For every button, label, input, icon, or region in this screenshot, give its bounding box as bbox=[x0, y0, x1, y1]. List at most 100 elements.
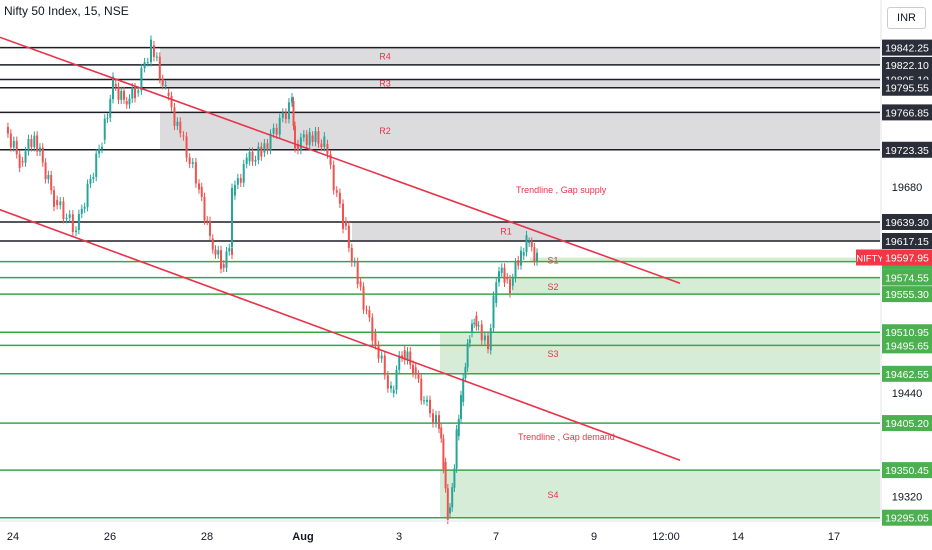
candle-body bbox=[323, 136, 326, 147]
candle-body bbox=[284, 112, 287, 120]
candle-body bbox=[302, 134, 305, 138]
candle-body bbox=[344, 221, 347, 226]
candle-body bbox=[477, 325, 480, 327]
candle-body bbox=[214, 249, 217, 255]
resistance-zone-r3 bbox=[160, 79, 880, 88]
candle-body bbox=[287, 102, 290, 120]
level-price-label: 19822.10 bbox=[885, 60, 929, 72]
candle-body bbox=[170, 96, 173, 108]
candle-body bbox=[320, 143, 323, 147]
candle-body bbox=[203, 196, 206, 221]
candle-body bbox=[112, 76, 114, 100]
candle-body bbox=[123, 90, 125, 100]
candle-body bbox=[457, 419, 460, 437]
zone-label-s4: S4 bbox=[547, 490, 558, 500]
candle-body bbox=[56, 199, 59, 206]
level-price-label: 19462.55 bbox=[885, 369, 929, 381]
candle-body bbox=[231, 248, 233, 255]
candle-body bbox=[68, 214, 71, 218]
candle-body bbox=[245, 157, 248, 165]
candle-body bbox=[296, 144, 299, 151]
candle-body bbox=[281, 112, 284, 118]
candle-body bbox=[15, 140, 18, 155]
candle-body bbox=[80, 208, 83, 214]
candle-body bbox=[188, 157, 191, 164]
level-price-label: 19842.25 bbox=[885, 43, 929, 55]
candle-body bbox=[176, 121, 179, 126]
level-price-label: 19405.20 bbox=[885, 418, 929, 430]
candle-body bbox=[423, 400, 425, 402]
x-tick-label: Aug bbox=[292, 531, 313, 543]
candle-body bbox=[440, 427, 443, 439]
candle-body bbox=[509, 279, 511, 294]
candle-body bbox=[98, 148, 101, 154]
candle-body bbox=[429, 399, 431, 414]
x-tick-label: 17 bbox=[828, 531, 840, 543]
candle-body bbox=[368, 310, 371, 318]
candle-body bbox=[254, 159, 257, 162]
candle-body bbox=[198, 183, 200, 190]
y-tick-label: 19320 bbox=[892, 491, 923, 503]
candle-body bbox=[468, 339, 471, 344]
currency-button[interactable]: INR bbox=[887, 7, 926, 29]
candle-body bbox=[266, 143, 269, 151]
candle-body bbox=[117, 86, 120, 100]
candle-body bbox=[225, 251, 228, 268]
level-price-tag bbox=[882, 365, 932, 382]
candle-body bbox=[525, 235, 528, 253]
candle-body bbox=[392, 389, 395, 394]
candle-body bbox=[332, 164, 335, 191]
support-zone-s2 bbox=[512, 277, 880, 295]
zone-label-s2: S2 bbox=[547, 282, 558, 292]
candle-body bbox=[294, 125, 296, 149]
candle-body bbox=[47, 175, 50, 180]
candle-body bbox=[335, 190, 338, 193]
candle-body bbox=[209, 220, 211, 236]
candle-body bbox=[231, 224, 233, 248]
candle-body bbox=[272, 127, 275, 134]
level-price-tag bbox=[882, 104, 932, 121]
candle-body bbox=[528, 241, 531, 243]
level-price-tag bbox=[882, 56, 932, 73]
y-tick-label: 19440 bbox=[892, 388, 923, 400]
candle-body bbox=[503, 267, 506, 283]
candle-body bbox=[317, 131, 320, 144]
candle-body bbox=[140, 68, 143, 91]
candle-body bbox=[308, 132, 311, 145]
candle-body bbox=[356, 261, 359, 285]
candle-body bbox=[492, 295, 495, 329]
candle-body bbox=[77, 213, 80, 230]
candle-body bbox=[455, 429, 458, 469]
candle-body bbox=[353, 261, 356, 263]
candle-body bbox=[30, 138, 33, 148]
candle-body bbox=[134, 87, 136, 99]
candle-body bbox=[517, 260, 520, 266]
chart-title: Nifty 50 Index, 15, NSE bbox=[4, 4, 129, 18]
candle-body bbox=[489, 328, 492, 351]
zone-label-r3: R3 bbox=[379, 79, 391, 89]
candle-body bbox=[200, 187, 203, 197]
candle-body bbox=[398, 355, 401, 370]
candle-body bbox=[522, 252, 525, 256]
candle-body bbox=[179, 121, 182, 134]
symbol-tag bbox=[856, 249, 884, 266]
candle-body bbox=[446, 488, 449, 520]
candle-body bbox=[417, 374, 420, 379]
level-price-label: 19295.05 bbox=[885, 513, 929, 525]
candle-body bbox=[92, 176, 95, 179]
candle-body bbox=[131, 87, 134, 99]
symbol-tag-label: NIFTY bbox=[856, 253, 884, 264]
trendline-1[interactable] bbox=[0, 7, 681, 284]
candle-body bbox=[342, 203, 344, 230]
candle-body bbox=[464, 367, 467, 379]
candle-body bbox=[462, 378, 465, 402]
candle-body bbox=[442, 438, 445, 470]
trendline-2[interactable] bbox=[0, 178, 681, 461]
candle-body bbox=[498, 271, 500, 283]
trendline-label-2: Trendline , Gap demand bbox=[518, 432, 615, 442]
candle-body bbox=[414, 367, 417, 375]
candle-body bbox=[128, 98, 131, 105]
level-price-tag bbox=[882, 39, 932, 56]
candle-body bbox=[395, 369, 398, 390]
